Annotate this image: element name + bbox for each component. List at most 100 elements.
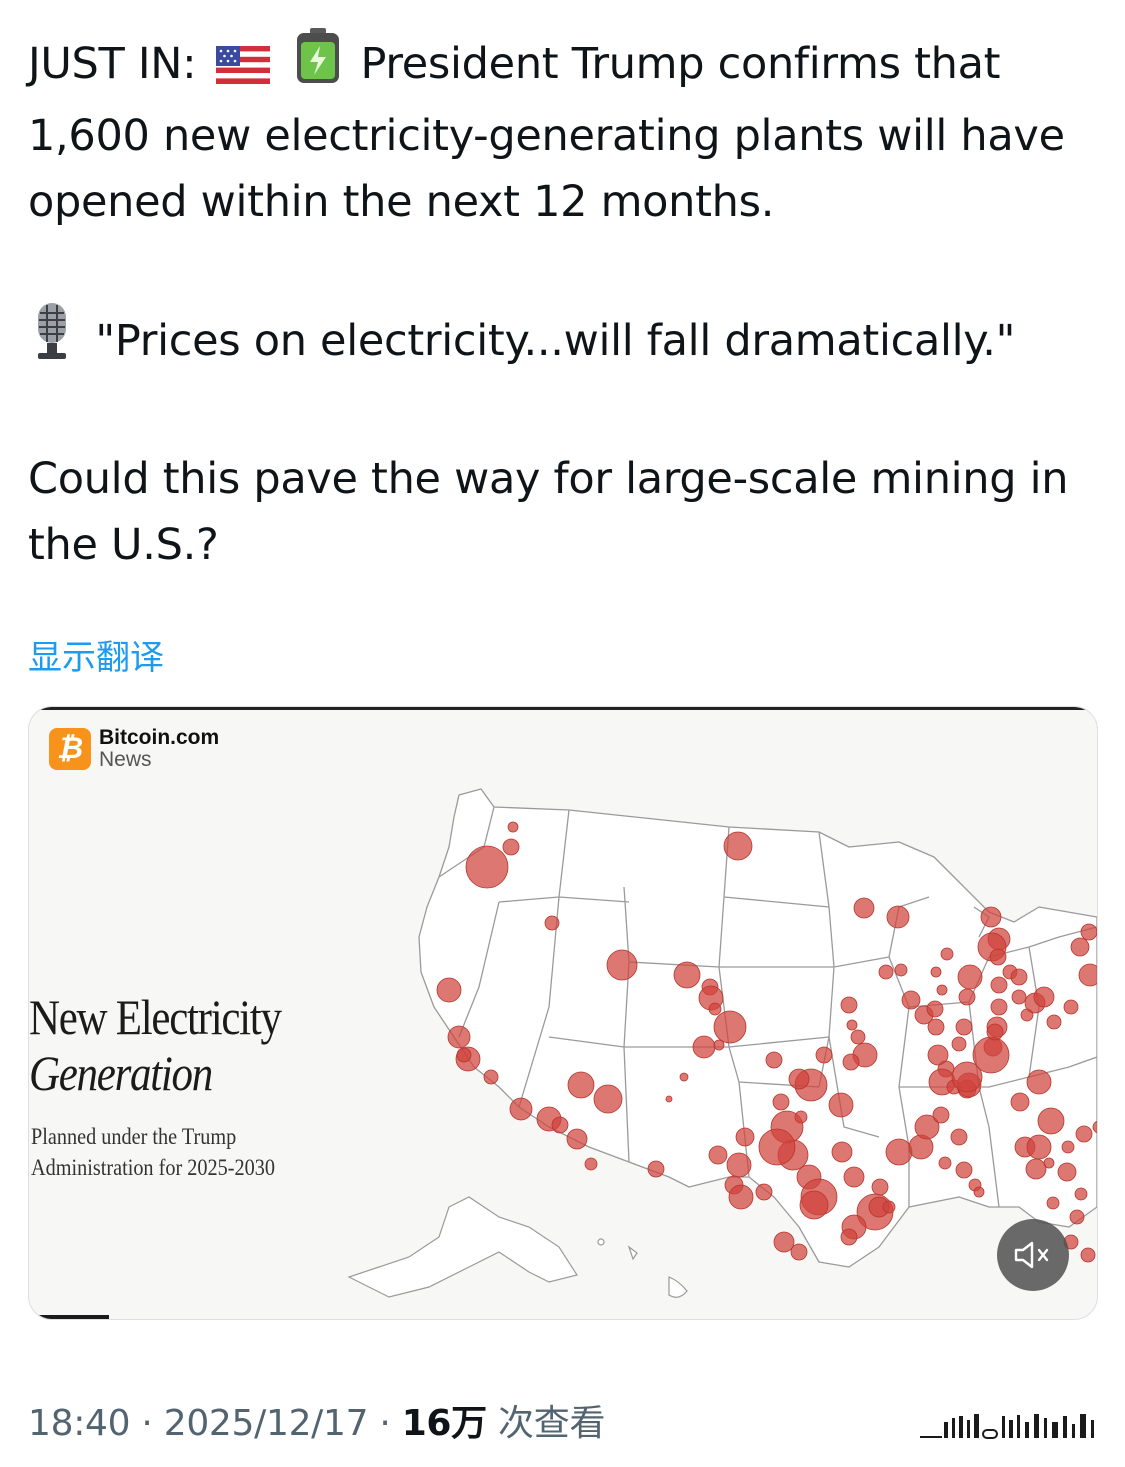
media-title-line1: New Electricity <box>29 989 282 1045</box>
plant-bubble <box>713 1039 725 1051</box>
plant-bubble <box>679 1072 689 1082</box>
plant-bubble <box>1075 1125 1093 1143</box>
plant-bubble <box>456 1047 472 1063</box>
plant-bubble <box>990 998 1008 1016</box>
plant-bubble <box>1069 1209 1085 1225</box>
plant-bubble <box>773 1231 795 1253</box>
plant-bubble <box>1046 1014 1062 1030</box>
view-count-label: 次查看 <box>498 1403 606 1444</box>
plant-bubble <box>885 1138 913 1166</box>
plant-bubble <box>735 1127 755 1147</box>
plant-bubble <box>726 1152 752 1178</box>
plant-bubble <box>1070 937 1090 957</box>
plant-bubble <box>843 1166 865 1188</box>
plant-bubbles <box>436 821 1097 1263</box>
plant-bubble <box>955 1018 973 1036</box>
plant-bubble <box>502 838 520 856</box>
tweet-question-2: the U.S.? <box>28 520 219 570</box>
tweet-line-1: JUST IN: President Trump co <box>28 28 1098 103</box>
plant-bubble <box>551 1116 569 1134</box>
plant-bubble <box>1026 1134 1052 1160</box>
plant-bubble <box>794 1110 808 1124</box>
plant-bubble <box>989 948 1007 966</box>
plant-bubble <box>955 1161 973 1179</box>
plant-bubble <box>980 906 1002 928</box>
plant-bubble <box>853 897 875 919</box>
media-subtitle-line2: Administration for 2025-2030 <box>31 1155 275 1180</box>
plant-bubble <box>850 1029 866 1045</box>
show-translation-link[interactable]: 显示翻译 <box>28 638 164 678</box>
bitcoin-news-logo: ₿ Bitcoin.com News <box>49 727 219 771</box>
plant-bubble <box>958 988 976 1006</box>
plant-bubble <box>878 964 894 980</box>
view-count: 16万 <box>401 1403 488 1444</box>
speaker-muted-icon <box>1014 1241 1049 1269</box>
plant-bubble <box>647 1160 665 1178</box>
plant-bubble <box>871 1178 889 1196</box>
plant-bubble <box>932 1106 950 1124</box>
tweet-time[interactable]: 18:40 <box>28 1403 131 1444</box>
microphone-icon <box>28 301 76 380</box>
plant-bubble <box>799 1190 829 1220</box>
plant-bubble <box>1033 986 1055 1008</box>
plant-bubble <box>1025 1158 1047 1180</box>
plant-bubble <box>990 976 1008 994</box>
tweet-text: JUST IN: President Trump co <box>28 28 1098 578</box>
plant-bubble <box>914 1114 940 1140</box>
plant-bubble <box>673 961 701 989</box>
plant-bubble <box>692 1035 716 1059</box>
plant-bubble <box>665 1095 673 1103</box>
plant-bubble <box>901 990 921 1010</box>
plant-bubble <box>972 1036 1010 1074</box>
plant-bubble <box>1010 1092 1030 1112</box>
plant-bubble <box>951 1061 983 1093</box>
plant-bubble <box>951 1036 967 1052</box>
plant-bubble <box>1010 968 1028 986</box>
plant-bubble <box>1026 1069 1052 1095</box>
plant-bubble <box>758 1128 796 1166</box>
unmute-button[interactable] <box>997 1219 1069 1291</box>
plant-bubble <box>828 1092 854 1118</box>
plant-bubble <box>790 1243 808 1261</box>
plant-bubble <box>1046 1196 1060 1210</box>
plant-bubble <box>840 1228 858 1246</box>
plant-bubble <box>728 1184 754 1210</box>
battery-icon <box>295 28 341 103</box>
plant-bubble <box>886 905 910 929</box>
video-player[interactable]: ₿ Bitcoin.com News New Electricity Gener… <box>28 706 1098 1320</box>
video-progress-bar[interactable] <box>37 1315 109 1319</box>
tweet-quote: "Prices on electricity...will fall drama… <box>28 301 1098 380</box>
plant-bubble <box>926 1000 944 1018</box>
tweet-question-1: Could this pave the way for large-scale … <box>28 454 1069 504</box>
plant-bubble <box>831 1141 853 1163</box>
plant-bubble <box>1037 1107 1065 1135</box>
tweet-line-2: 1,600 new electricity-generating plants … <box>28 111 1065 161</box>
decorative-barcode-icon <box>920 1414 1094 1439</box>
media-top-border <box>29 707 1097 710</box>
bitcoin-logo-icon: ₿ <box>49 728 91 770</box>
plant-bubble <box>483 1069 499 1085</box>
plant-bubble <box>436 977 462 1003</box>
media-subtitle-line1: Planned under the Trump <box>31 1124 237 1149</box>
plant-bubble <box>846 1019 858 1031</box>
plant-bubble <box>927 1044 949 1066</box>
plant-bubble <box>593 1084 623 1114</box>
plant-bubble <box>1078 963 1097 987</box>
plant-bubble <box>1063 999 1079 1015</box>
plant-bubble <box>544 915 560 931</box>
plant-bubble <box>842 1053 860 1071</box>
tweet-line-3: opened within the next 12 months. <box>28 177 775 227</box>
us-map-illustration <box>347 788 1097 1298</box>
plant-bubble <box>936 984 948 996</box>
media-title: New Electricity Generation <box>29 989 282 1101</box>
tweet-date[interactable]: 2025/12/17 <box>163 1403 369 1444</box>
plant-bubble <box>986 1023 1004 1041</box>
media-title-line2: Generation <box>29 1045 213 1101</box>
plant-bubble <box>894 963 908 977</box>
us-flag-icon <box>215 37 270 103</box>
plant-bubble <box>938 1156 952 1170</box>
plant-bubble <box>708 1002 722 1016</box>
plant-bubble <box>840 996 858 1014</box>
plant-bubble <box>1074 1187 1088 1201</box>
plant-bubble <box>447 1025 471 1049</box>
